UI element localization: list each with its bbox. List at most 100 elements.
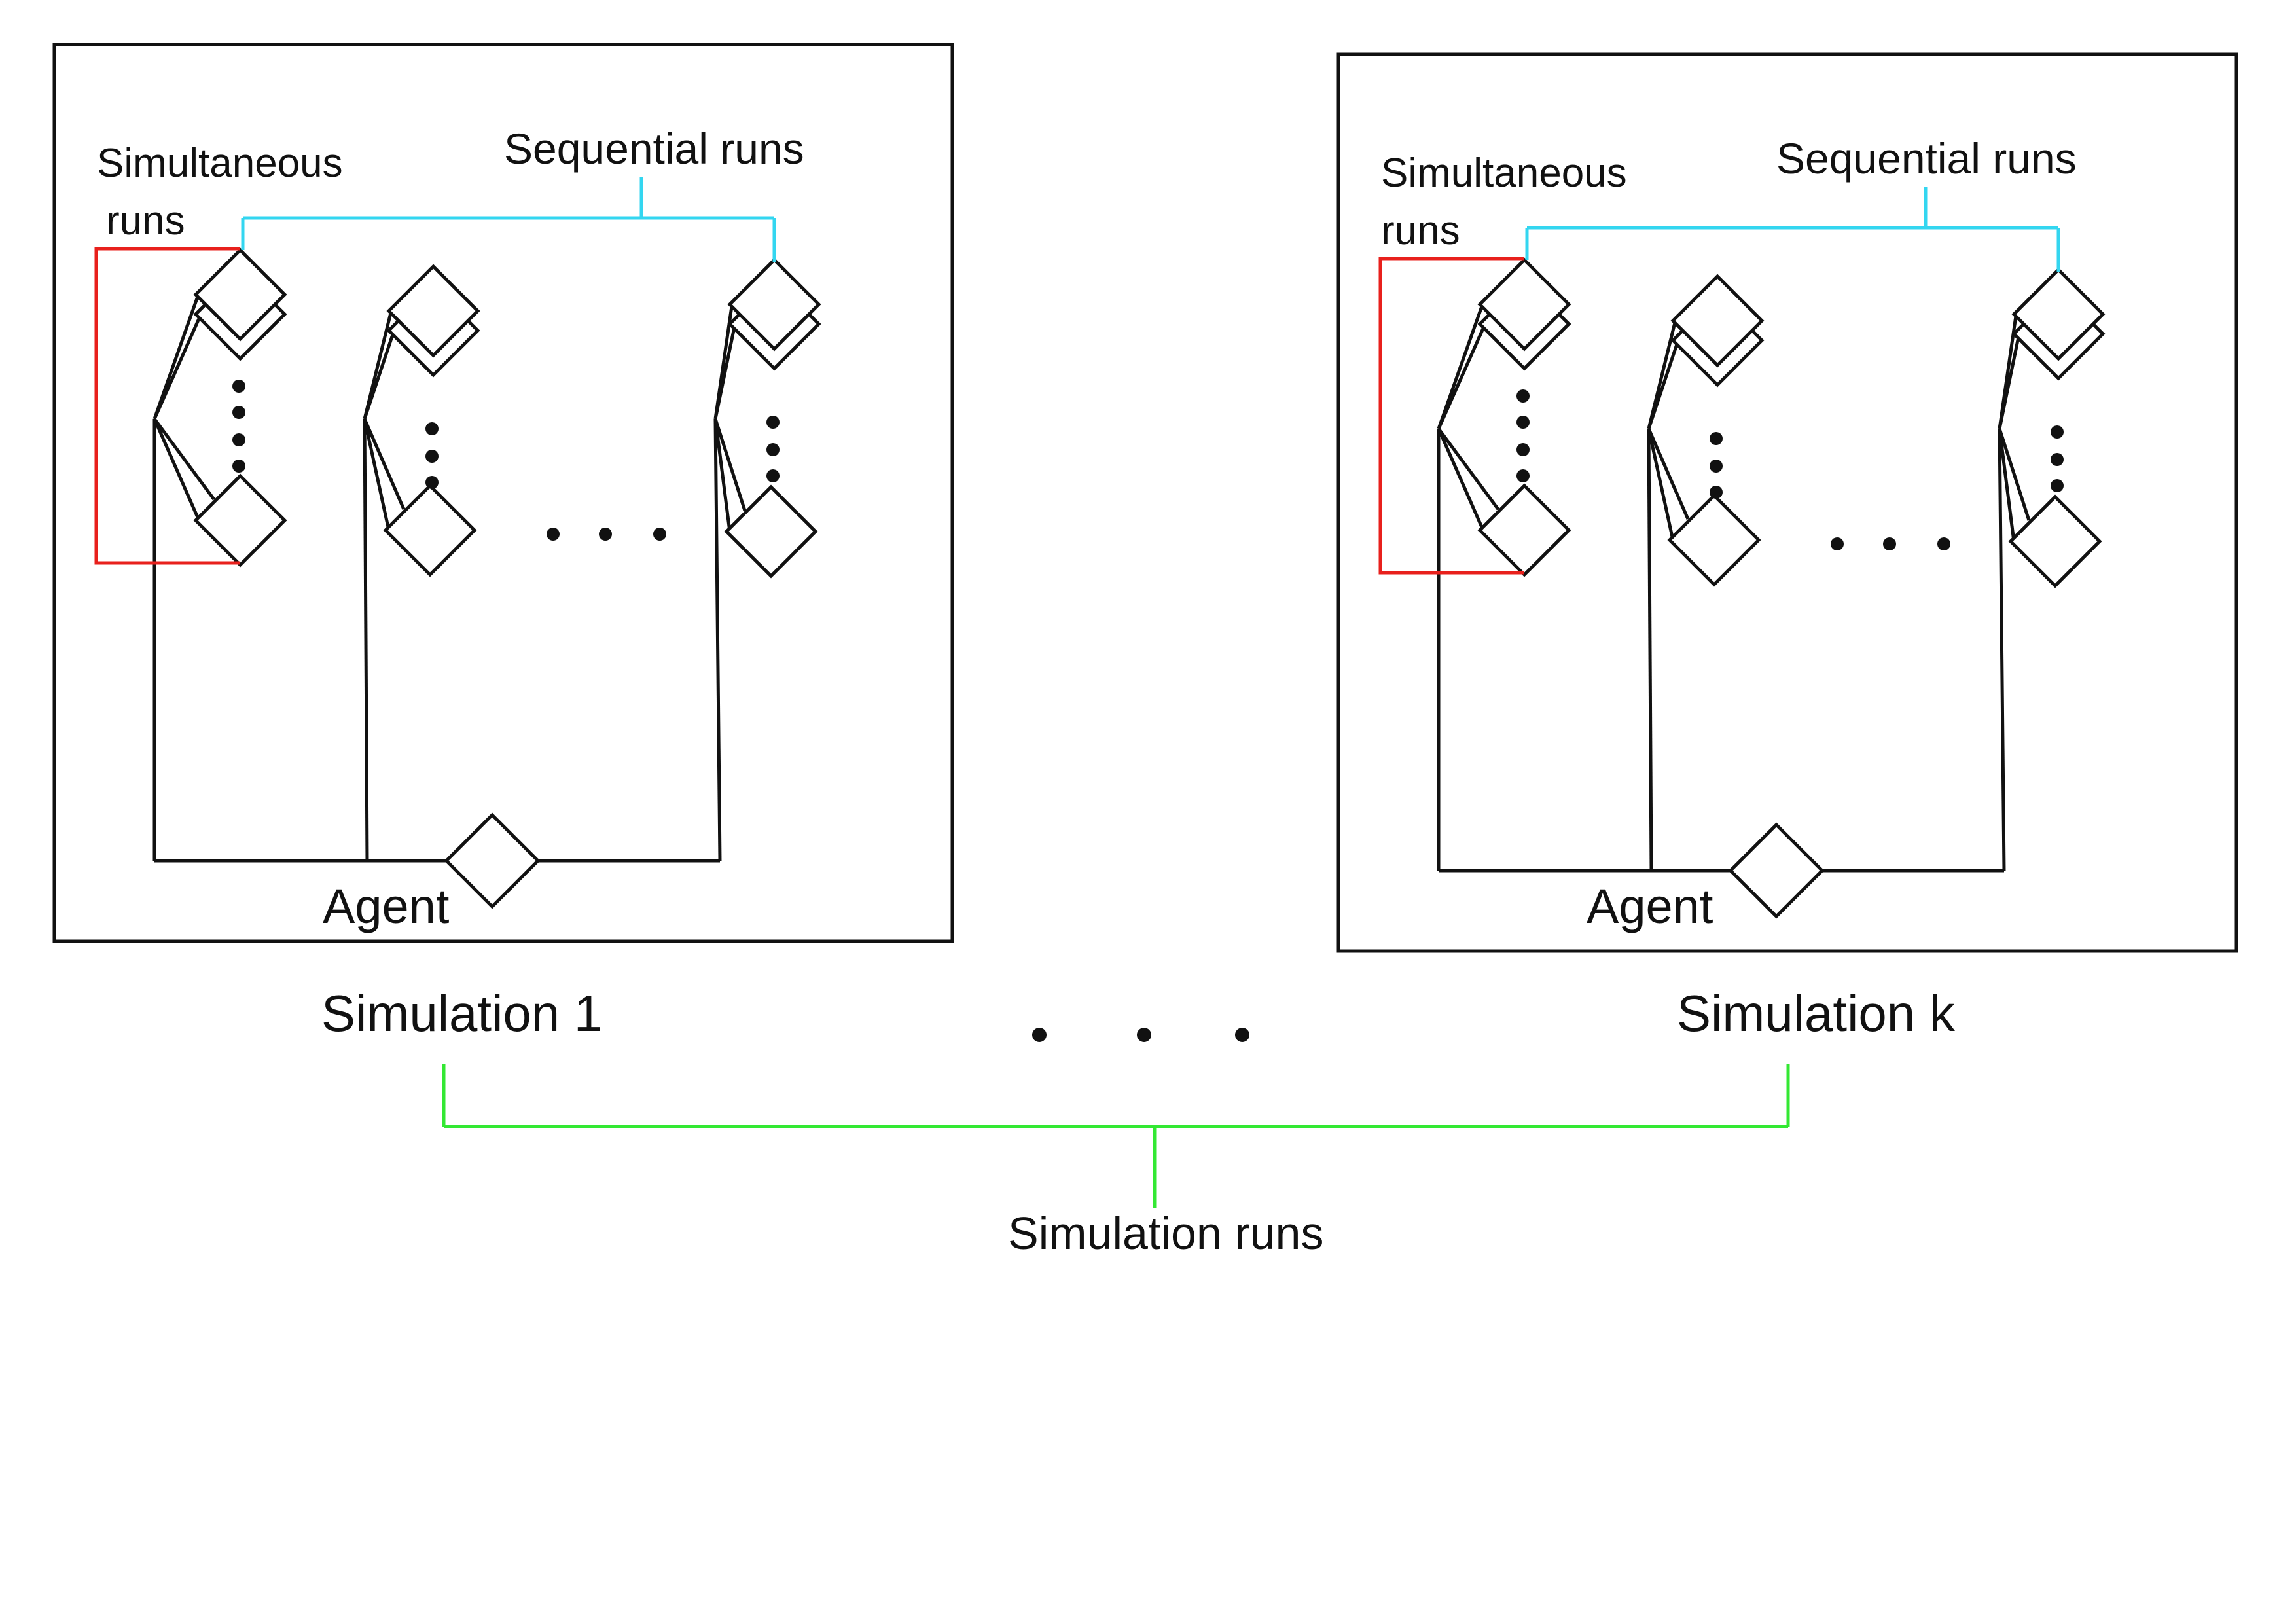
ellipsis-dot <box>653 528 666 541</box>
simulation-k-caption: Simulation k <box>1677 984 1956 1042</box>
vertical-ellipsis <box>1710 432 1723 499</box>
run-column-2 <box>363 264 480 861</box>
ellipsis-dot <box>1516 469 1530 482</box>
branch-line <box>152 418 216 501</box>
vertical-ellipsis <box>1516 389 1530 482</box>
branch-line <box>1437 427 1500 511</box>
run-column-3 <box>713 257 821 861</box>
diamond-icon <box>727 257 821 352</box>
ellipsis-dot <box>1516 443 1530 456</box>
ellipsis-dot <box>766 416 780 429</box>
trunk-line <box>363 418 369 861</box>
run-column-1 <box>1437 257 1571 871</box>
ellipsis-dot <box>2051 425 2064 439</box>
diamond-icon <box>2008 494 2102 588</box>
branch-line <box>1647 428 1675 541</box>
ellipsis-dot <box>425 422 439 435</box>
diamond-icon <box>2011 267 2106 361</box>
ellipsis-dot <box>2051 453 2064 466</box>
agent-label: Agent <box>323 879 450 933</box>
diamond-icon <box>193 473 287 568</box>
diamond-icon <box>1477 257 1571 352</box>
branch-line <box>1437 306 1484 429</box>
branch-line <box>363 418 391 531</box>
ellipsis-dot <box>1710 486 1723 499</box>
diamond-icon <box>383 483 477 577</box>
ellipsis-dot <box>2051 479 2064 492</box>
simulation-panel-k: Simultaneous runs Sequential runs Agent <box>1336 52 2238 953</box>
diamond-icon <box>444 812 541 909</box>
simultaneous-runs-label-line1: Simultaneous <box>1381 151 1627 196</box>
branch-line <box>152 418 201 522</box>
branch-line <box>1437 323 1487 430</box>
vertical-ellipsis <box>766 416 780 482</box>
sequential-runs-bracket <box>241 177 776 262</box>
simulation-runs-label: Simulation runs <box>1008 1208 1323 1259</box>
branch-line <box>1998 428 2031 521</box>
diamond-icon <box>386 264 480 358</box>
simulation-1-caption: Simulation 1 <box>321 984 602 1042</box>
simultaneous-runs-label-line1: Simultaneous <box>97 141 343 186</box>
columns-ellipsis <box>547 528 666 541</box>
simulations-ellipsis <box>1032 1028 1249 1042</box>
ellipsis-dot <box>425 450 439 463</box>
ellipsis-dot <box>232 406 245 419</box>
sequential-runs-bracket <box>1525 187 2060 272</box>
ellipsis-dot <box>1710 460 1723 473</box>
vertical-ellipsis <box>2051 425 2064 492</box>
diamond-icon <box>724 484 818 579</box>
ellipsis-dot <box>232 433 245 446</box>
branch-line <box>1647 340 1680 429</box>
simultaneous-runs-bracket <box>1378 257 1524 575</box>
run-column-1 <box>152 247 287 861</box>
columns-ellipsis <box>1831 537 1950 550</box>
trunk-line <box>1647 428 1653 871</box>
ellipsis-dot <box>1883 537 1896 550</box>
branch-line <box>363 330 396 420</box>
ellipsis-dot <box>1831 537 1844 550</box>
simulation-panel-1: Simultaneous runs Sequential runs Agent <box>52 43 954 943</box>
branch-line <box>152 296 200 420</box>
ellipsis-dot <box>1710 432 1723 445</box>
diamond-icon <box>193 247 287 342</box>
branch-line <box>1998 428 2016 542</box>
trunk-line <box>1998 428 2006 871</box>
branch-line <box>152 313 203 420</box>
vertical-ellipsis <box>425 422 439 489</box>
simultaneous-runs-bracket <box>94 247 240 565</box>
branch-line <box>363 418 406 510</box>
simultaneous-runs-label-line2: runs <box>1381 208 1460 253</box>
diamond-icon <box>1728 822 1825 919</box>
panel-frame <box>52 43 954 943</box>
vertical-ellipsis <box>232 380 245 473</box>
run-column-2 <box>1647 274 1765 871</box>
branch-line <box>713 323 737 420</box>
trunk-line <box>713 418 722 861</box>
ellipsis-dot <box>1937 537 1950 550</box>
ellipsis-dot <box>1516 389 1530 403</box>
branch-line <box>713 418 732 532</box>
branch-line <box>713 418 747 511</box>
simultaneous-runs-label-line2: runs <box>106 198 185 244</box>
ellipsis-dot <box>1516 416 1530 429</box>
diamond-icon <box>1477 483 1571 577</box>
branch-line <box>1647 428 1690 520</box>
sequential-runs-label: Sequential runs <box>1776 134 2077 183</box>
ellipsis-dot <box>232 460 245 473</box>
simulation-runs-bracket <box>442 1064 1790 1208</box>
panel-frame <box>1336 52 2238 953</box>
branch-line <box>1437 427 1485 532</box>
run-column-3 <box>1998 267 2106 871</box>
agent-label: Agent <box>1587 879 1713 933</box>
ellipsis-dot <box>232 380 245 393</box>
ellipsis-dot <box>766 469 780 482</box>
branch-line <box>1998 333 2021 429</box>
ellipsis-dot <box>599 528 612 541</box>
diamond-icon <box>1670 274 1765 368</box>
ellipsis-dot <box>766 443 780 456</box>
sequential-runs-label: Sequential runs <box>504 124 804 173</box>
diamond-icon <box>1667 493 1761 587</box>
ellipsis-dot <box>425 476 439 489</box>
ellipsis-dot <box>547 528 560 541</box>
